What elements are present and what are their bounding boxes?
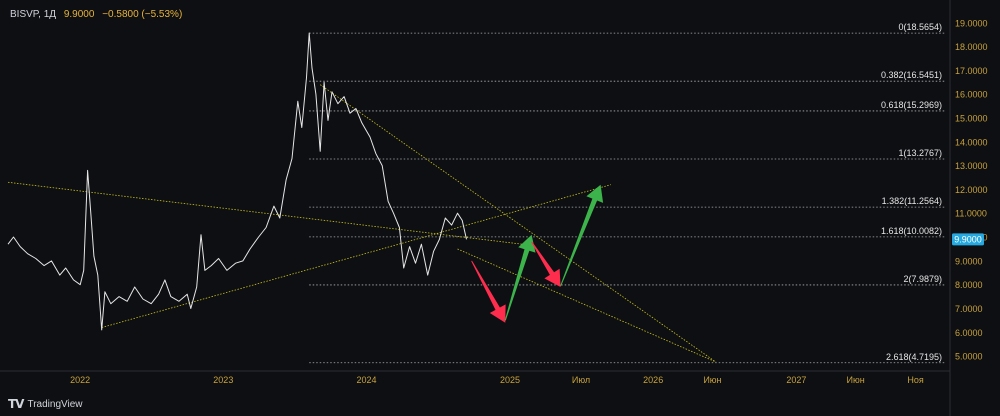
- fib-level-label: 1.618(10.0082): [881, 226, 942, 236]
- trendline: [457, 248, 717, 363]
- y-tick-label: 6.0000: [955, 328, 983, 338]
- y-tick-label: 17.0000: [955, 66, 988, 76]
- symbol-label: BISVP, 1Д: [10, 9, 57, 20]
- x-tick-label: 2026: [643, 375, 663, 385]
- fib-level-label: 2.618(4.7195): [886, 352, 942, 362]
- fib-level-label: 2(7.9879): [903, 274, 942, 284]
- trendline: [7, 181, 523, 245]
- green-up-arrow: [504, 234, 536, 321]
- fib-level-label: 0.618(15.2969): [881, 100, 942, 110]
- brand-footer[interactable]: TV TradingView: [8, 397, 83, 411]
- symbol-header: BISVP, 1Д 9.9000 −0.5800 (−5.53%): [10, 9, 182, 20]
- x-tick-label: Ноя: [907, 375, 924, 385]
- red-down-arrow: [531, 241, 561, 287]
- y-tick-label: 7.0000: [955, 304, 983, 314]
- fib-level-label: 1(13.2767): [898, 148, 942, 158]
- x-tick-label: 2023: [213, 375, 233, 385]
- x-tick-label: Июл: [572, 375, 590, 385]
- y-tick-label: 14.0000: [955, 137, 988, 147]
- y-tick-label: 19.0000: [955, 18, 988, 28]
- current-price-badge: [952, 233, 984, 246]
- fib-level-label: 0(18.5654): [898, 22, 942, 32]
- tradingview-logo-icon: TV: [8, 397, 25, 411]
- fib-level-label: 0.382(16.5451): [881, 70, 942, 80]
- trendline: [319, 84, 717, 363]
- x-tick-label: Июн: [703, 375, 721, 385]
- current-price-label: 9.9000: [954, 234, 982, 244]
- price-series-line: [7, 32, 467, 331]
- x-tick-label: 2025: [500, 375, 520, 385]
- change-label: −0.5800 (−5.53%): [102, 9, 183, 20]
- y-tick-label: 9.0000: [955, 256, 983, 266]
- y-tick-label: 5.0000: [955, 352, 983, 362]
- fib-level-label: 1.382(11.2564): [882, 196, 942, 206]
- y-tick-label: 11.0000: [955, 209, 987, 219]
- x-tick-label: Июн: [846, 375, 864, 385]
- brand-name: TradingView: [27, 398, 83, 410]
- y-tick-label: 12.0000: [955, 185, 988, 195]
- x-tick-label: 2024: [356, 375, 376, 385]
- y-tick-label: 8.0000: [955, 280, 983, 290]
- price-label: 9.9000: [63, 9, 95, 20]
- x-tick-label: 2022: [70, 375, 90, 385]
- red-down-arrow: [471, 260, 506, 323]
- trendline: [101, 184, 611, 328]
- y-tick-label: 15.0000: [955, 114, 988, 124]
- y-tick-label: 16.0000: [955, 90, 988, 100]
- y-tick-label: 18.0000: [955, 42, 988, 52]
- green-up-arrow: [560, 184, 604, 286]
- x-tick-label: 2027: [786, 375, 806, 385]
- y-tick-label: 13.0000: [955, 161, 988, 171]
